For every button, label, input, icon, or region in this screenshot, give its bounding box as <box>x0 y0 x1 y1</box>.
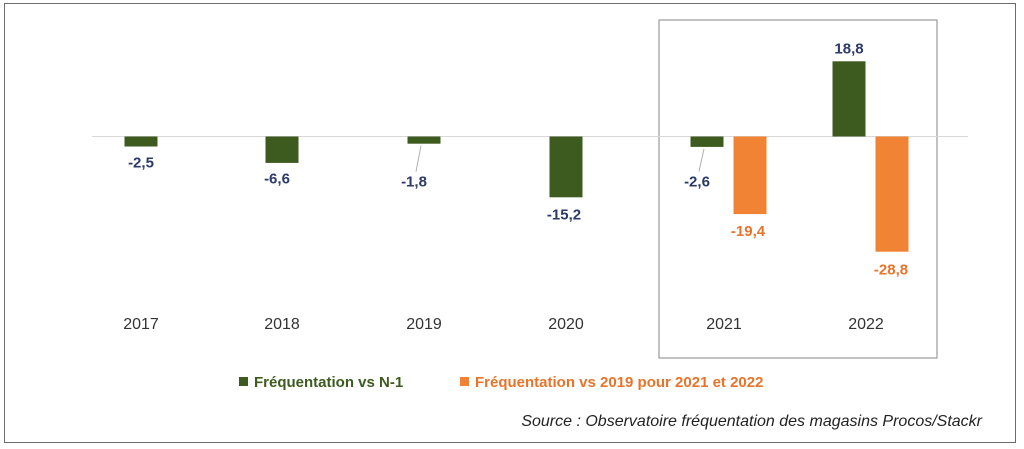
data-label-series-1: 18,8 <box>834 40 863 57</box>
x-tick-label: 2018 <box>264 316 300 333</box>
data-label-series-2: -19,4 <box>731 223 766 240</box>
bar-series-1 <box>690 136 724 147</box>
data-label-series-1: -15,2 <box>547 206 581 223</box>
data-label-series-1: -2,5 <box>128 155 154 172</box>
legend-swatch-series-2 <box>460 377 469 386</box>
x-tick-label: 2021 <box>706 316 742 333</box>
legend-label-series-1: Fréquentation vs N-1 <box>254 374 403 391</box>
bar-series-2 <box>733 136 767 215</box>
data-label-series-1: -6,6 <box>264 171 290 188</box>
x-tick-label: 2022 <box>848 316 884 333</box>
data-label-series-1: -1,8 <box>401 174 427 191</box>
chart-frame <box>4 3 1016 443</box>
label-leader-line <box>415 145 422 172</box>
data-label-series-1: -2,6 <box>684 174 710 191</box>
bar-series-1 <box>549 136 583 198</box>
x-tick-label: 2020 <box>548 316 584 333</box>
legend-label-series-2: Fréquentation vs 2019 pour 2021 et 2022 <box>475 374 763 391</box>
legend: Fréquentation vs N-1 Fréquentation vs 20… <box>239 374 763 391</box>
bar-series-1 <box>832 61 866 137</box>
bar-series-1 <box>265 136 299 163</box>
source-note: Source : Observatoire fréquentation des … <box>521 413 982 430</box>
bar-series-1 <box>407 136 441 144</box>
label-leader-line <box>698 148 705 172</box>
highlight-box <box>658 19 938 359</box>
legend-swatch-series-1 <box>239 377 248 386</box>
data-label-series-2: -28,8 <box>874 262 908 279</box>
x-tick-label: 2019 <box>406 316 442 333</box>
bar-series-1 <box>124 136 158 147</box>
x-tick-label: 2017 <box>123 316 159 333</box>
bar-series-2 <box>875 136 909 252</box>
